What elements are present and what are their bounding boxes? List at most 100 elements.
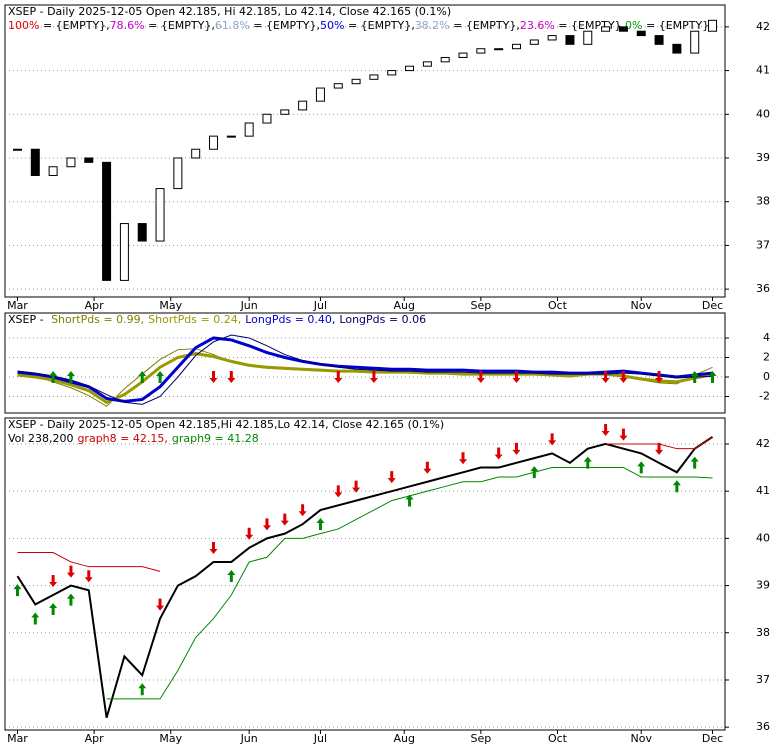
panel-frame [4,312,726,414]
title-text: XSEP - Daily 2025-12-05 Open 42.185, Hi … [8,5,451,18]
candle [30,148,40,176]
x-tick-label: Jul [313,732,327,745]
y-tick-label: 40 [756,107,770,120]
y-tick-label: 38 [756,626,770,639]
series-line [17,436,713,572]
buy-arrow [31,612,40,625]
candle [333,83,343,89]
sell-arrow [66,565,75,578]
fib-text: = {EMPTY}, [450,19,520,32]
panel-title: XSEP - ShortPds = 0.99, ShortPds = 0.24, L… [8,313,426,326]
candle [102,161,112,281]
x-tick-label: Apr [85,299,105,312]
candle [262,113,272,124]
x-tick-label: Sep [470,732,491,745]
sell-arrow [476,371,485,383]
sell-arrow [494,447,503,460]
x-tick-label: Jun [240,732,258,745]
candle [494,48,504,51]
x-tick-label: May [159,299,182,312]
fib-text: = {EMPTY}, [145,19,215,32]
y-tick-label: 38 [756,195,770,208]
sell-arrow [548,433,557,446]
candle [511,43,521,50]
legend-entry: LongPds = 0.06 [339,313,426,326]
panel-title: XSEP - Daily 2025-12-05 Open 42.185, Hi … [8,5,451,18]
candle [315,87,325,102]
fib-label: 38.2% [415,19,450,32]
fib-legend: 100% = {EMPTY},78.6% = {EMPTY},61.8% = {… [8,19,709,32]
sell-arrow [512,371,521,383]
candle [440,56,450,63]
series-line [17,352,713,405]
buy-arrow [530,466,539,479]
candle [583,30,593,45]
x-tick-label: May [159,732,182,745]
series-line [17,336,713,403]
y-tick-label: -2 [759,390,770,403]
sell-arrow [156,598,165,611]
sell-arrow [298,504,307,517]
x-tick-label: Oct [548,299,568,312]
sell-arrow [601,423,610,436]
candle [458,52,468,58]
candle [351,78,361,85]
y-tick-label: 39 [756,151,770,164]
candle [280,109,290,115]
x-tick-label: Sep [470,299,491,312]
candle [369,74,379,80]
candle [672,43,682,54]
sell-arrow [512,442,521,455]
fib-label: 50% [320,19,344,32]
x-tick-label: Mar [7,299,28,312]
legend-entry: ShortPds = 0.24, [148,313,241,326]
fib-label: 23.6% [520,19,555,32]
fib-text: = {EMPTY}, [250,19,320,32]
fib-text: = {EMPTY}, [39,19,109,32]
x-tick-label: Nov [631,732,653,745]
y-tick-label: 36 [756,720,770,733]
legend-entry: graph8 = 42.15, [77,432,167,445]
candle [601,26,611,32]
candle [422,61,432,67]
y-tick-label: 42 [756,437,770,450]
sell-arrow [227,371,236,383]
fib-text: = {EMPTY}, [344,19,414,32]
buy-arrow [49,603,58,616]
y-tick-label: 36 [756,282,770,295]
candle [137,223,147,242]
legend-entry: graph9 = 41.28 [172,432,259,445]
candle [191,148,201,159]
legend-line: Vol 238,200 graph8 = 42.15, graph9 = 41.28 [8,432,259,445]
y-tick-label: 42 [756,20,770,33]
y-tick-label: 37 [756,673,770,686]
candle [119,223,129,281]
y-tick-label: 0 [763,370,770,383]
candle [244,122,254,137]
fib-label: 78.6% [110,19,145,32]
x-tick-label: Jul [313,299,327,312]
legend-entry: ShortPds = 0.99, [51,313,144,326]
candle [84,157,94,163]
sell-arrow [601,371,610,383]
candle [654,35,664,45]
y-tick-label: 39 [756,579,770,592]
sell-arrow [369,371,378,383]
buy-arrow [227,569,236,582]
candle [48,166,58,176]
candle [690,30,700,54]
candle [173,157,183,190]
candle [12,148,22,151]
candle [226,135,236,138]
y-tick-label: 2 [763,350,770,363]
sell-arrow [334,485,343,498]
series-line [17,334,713,405]
sell-arrow [280,513,289,526]
fib-label: 100% [8,19,39,32]
candle [405,65,415,72]
sell-arrow [84,570,93,583]
sell-arrow [209,541,218,554]
buy-arrow [156,371,165,383]
sell-arrow [619,371,628,383]
